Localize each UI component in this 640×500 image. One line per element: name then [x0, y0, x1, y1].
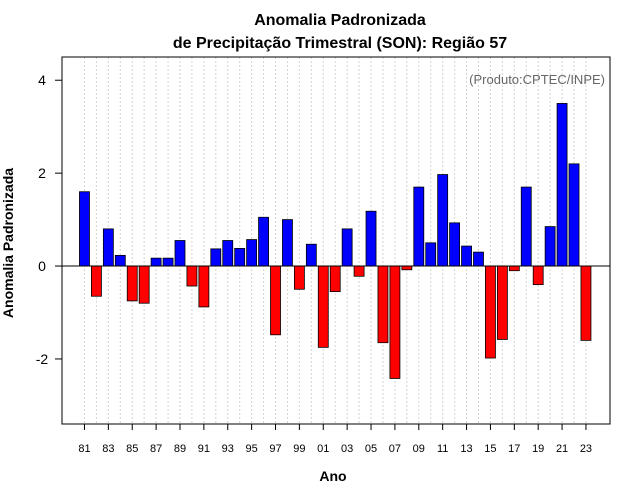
y-axis: -2 0 2 4 — [36, 72, 62, 367]
x-tick-label: 95 — [246, 443, 258, 455]
bar — [496, 265, 508, 340]
bar — [556, 103, 568, 267]
bar — [544, 226, 556, 267]
x-tick-label: 97 — [269, 443, 281, 455]
bar — [258, 216, 269, 267]
bar — [532, 265, 544, 286]
bar — [270, 265, 281, 336]
x-tick-label: 89 — [174, 443, 186, 455]
bar — [425, 242, 437, 267]
x-tick-label: 15 — [484, 443, 496, 455]
x-tick-label: 87 — [150, 443, 162, 455]
x-tick-label: 99 — [293, 443, 305, 455]
bar — [293, 265, 305, 290]
x-tick-label: 19 — [532, 443, 544, 455]
bar — [282, 219, 293, 267]
x-tick-label: 21 — [556, 443, 568, 455]
x-tick-label: 81 — [78, 443, 90, 455]
x-tick-label: 09 — [413, 443, 425, 455]
bar — [79, 191, 90, 267]
bar — [329, 265, 341, 293]
bar — [126, 265, 138, 302]
bar — [508, 265, 520, 272]
x-tick-label: 91 — [198, 443, 210, 455]
bar — [437, 174, 449, 267]
bar — [377, 265, 389, 344]
y-tick-label: -2 — [36, 351, 49, 367]
bar — [365, 210, 377, 267]
bar — [222, 240, 234, 267]
bar — [401, 265, 413, 271]
bar — [317, 265, 329, 348]
y-axis-label: Anomalia Padronizada — [0, 168, 16, 318]
bar — [305, 243, 317, 267]
bar — [102, 228, 114, 267]
x-axis: 81 83 85 87 89 91 93 95 97 99 01 03 05 07 09 11 13 15 17 19… — [78, 424, 592, 455]
grid — [83, 57, 587, 424]
bar — [114, 254, 126, 267]
y-tick-label: 2 — [38, 165, 46, 181]
bars — [79, 103, 592, 379]
chart-title-line1: Anomalia Padronizada — [254, 12, 426, 29]
x-tick-label: 05 — [365, 443, 377, 455]
bar — [138, 265, 150, 304]
bar — [162, 257, 174, 267]
bar — [413, 186, 425, 267]
x-tick-label: 83 — [102, 443, 114, 455]
x-axis-label: Ano — [319, 468, 346, 484]
bar — [568, 163, 580, 267]
bar — [485, 265, 496, 359]
bar — [150, 257, 162, 267]
bar — [353, 265, 365, 277]
bar — [341, 228, 353, 267]
credit-text: (Produto:CPTEC/INPE) — [469, 72, 605, 87]
bar — [210, 248, 222, 267]
y-tick-label: 4 — [38, 72, 46, 88]
x-tick-label: 85 — [126, 443, 138, 455]
bar — [246, 239, 258, 267]
chart-title-line2: de Precipitação Trimestral (SON): Região… — [173, 35, 507, 52]
bar — [186, 265, 198, 287]
x-tick-label: 03 — [341, 443, 353, 455]
x-tick-label: 13 — [460, 443, 472, 455]
x-tick-label: 23 — [580, 443, 592, 455]
y-tick-label: 0 — [38, 258, 46, 274]
bar — [389, 265, 401, 379]
bar — [580, 265, 592, 341]
plot-frame — [61, 56, 611, 425]
bar — [520, 186, 532, 267]
x-tick-label: 93 — [222, 443, 234, 455]
x-tick-label: 07 — [389, 443, 401, 455]
x-tick-label: 01 — [317, 443, 329, 455]
bar — [473, 251, 484, 267]
bar — [449, 222, 461, 267]
bar — [234, 247, 246, 267]
x-tick-label: 17 — [508, 443, 520, 455]
x-tick-label: 11 — [437, 443, 448, 455]
bar — [461, 245, 472, 267]
bar — [198, 265, 210, 308]
bar — [174, 240, 186, 267]
bar — [91, 265, 102, 297]
